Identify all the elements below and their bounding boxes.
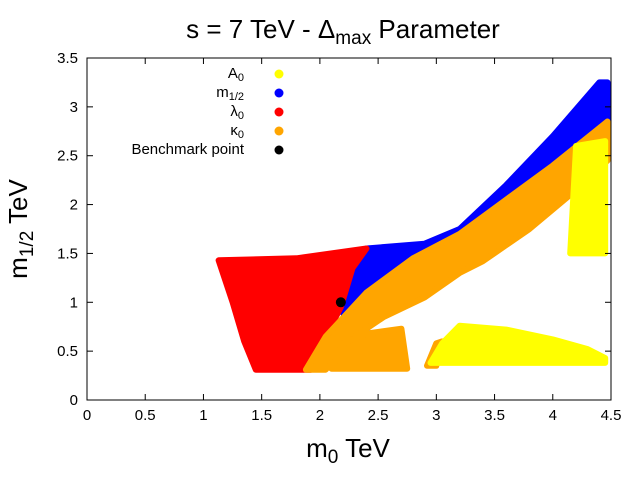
plot-area: 0 0.5 1 1.5 2 2.5 3 3.5 4 4.5 0 0.5 1 1.5 2 2.5 3 3.5	[57, 50, 621, 424]
legend-marker	[274, 145, 284, 155]
legend-label-sub: 0	[238, 110, 244, 122]
y-tick-label: 1.5	[57, 245, 78, 262]
x-tick-label: 4	[549, 407, 557, 424]
x-tick-label: 1	[199, 407, 207, 424]
legend-label-main: κ	[230, 122, 238, 139]
x-tick-label: 0	[83, 407, 91, 424]
legend-label-sub: 1/2	[229, 91, 244, 103]
legend-marker	[274, 69, 284, 79]
data-regions	[215, 79, 611, 373]
y-tick-label: 1	[70, 294, 78, 311]
x-tick-label: 2.5	[368, 407, 389, 424]
x-tick-label: 3	[432, 407, 440, 424]
x-tick-label: 0.5	[135, 407, 156, 424]
legend-label-sub: 0	[238, 72, 244, 84]
x-tick-label: 2	[316, 407, 324, 424]
plot-frame	[86, 57, 612, 401]
y-tick-label: 0.5	[57, 343, 78, 360]
legend-label-sub: 0	[238, 129, 244, 141]
legend-label-main: m	[216, 84, 229, 101]
y-axis-label: m1/2 TeV	[3, 179, 38, 279]
legend-label-main: Benchmark point	[131, 141, 244, 158]
legend-marker	[274, 88, 284, 98]
x-axis-label: m0 TeV	[306, 433, 390, 468]
legend-label: κ0	[230, 122, 244, 141]
axis-ticks: 0 0.5 1 1.5 2 2.5 3 3.5 4 4.5 0 0.5 1 1.5 2 2.5 3 3.5	[57, 50, 621, 424]
x-tick-label: 4.5	[601, 407, 622, 424]
legend-label-main: A	[228, 65, 238, 82]
y-tick-label: 2.5	[57, 148, 78, 165]
region-0-0	[427, 322, 609, 366]
y-tick-label: 2	[70, 197, 78, 214]
legend-label: Benchmark point	[131, 141, 244, 158]
legend-marker	[274, 126, 284, 136]
x-tick-label: 1.5	[251, 407, 272, 424]
region-0-1	[567, 138, 609, 257]
legend-label: m1/2	[216, 84, 244, 103]
legend-label: λ0	[230, 103, 244, 122]
x-tick-label: 3.5	[484, 407, 505, 424]
region-3-1	[328, 325, 411, 372]
chart-title: s = 7 TeV - Δmax Parameter	[186, 14, 500, 49]
benchmark-point	[335, 297, 346, 308]
legend-marker	[274, 107, 284, 117]
y-tick-label: 0	[70, 392, 78, 409]
legend-label: A0	[228, 65, 244, 84]
y-tick-label: 3.5	[57, 50, 78, 67]
y-tick-label: 3	[70, 99, 78, 116]
legend-label-main: λ	[230, 103, 238, 120]
